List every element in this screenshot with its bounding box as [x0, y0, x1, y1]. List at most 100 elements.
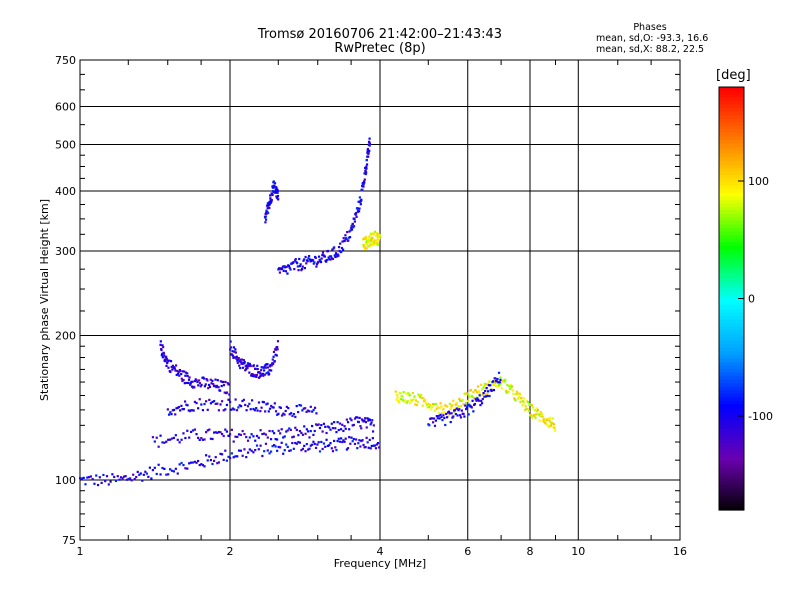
data-point [264, 221, 267, 224]
data-point [273, 402, 276, 405]
data-point [377, 232, 380, 235]
colorbar-segment [719, 506, 744, 511]
colorbar-segment [719, 347, 744, 352]
data-point [229, 400, 232, 403]
data-point [305, 262, 308, 265]
data-point [325, 260, 328, 263]
data-point [228, 393, 231, 396]
data-point [232, 346, 236, 349]
data-point [189, 383, 192, 386]
data-point [306, 260, 309, 263]
data-point [195, 379, 198, 382]
data-point [172, 470, 176, 473]
data-point [343, 239, 346, 242]
colorbar-segment [719, 369, 744, 374]
colorbar-segment [719, 118, 744, 123]
data-point [395, 394, 399, 397]
data-point [358, 439, 361, 442]
data-point [192, 409, 195, 412]
data-point [372, 232, 375, 235]
data-point [256, 364, 259, 367]
data-point [308, 447, 311, 450]
data-point [277, 429, 280, 432]
data-point [279, 432, 282, 435]
data-point [278, 267, 281, 270]
data-point [319, 259, 322, 263]
data-point [157, 463, 160, 466]
data-point [344, 234, 347, 237]
data-point [113, 475, 116, 479]
colorbar-segment [719, 376, 744, 381]
colorbar-segment [719, 435, 744, 441]
data-point [343, 440, 346, 443]
data-point [401, 395, 404, 398]
colorbar-segment [719, 104, 744, 109]
colorbar-segment [719, 242, 744, 247]
data-point [221, 400, 224, 403]
data-point [338, 249, 341, 253]
data-point [206, 379, 209, 382]
data-point [264, 433, 268, 436]
data-point [282, 436, 285, 439]
data-point [437, 411, 440, 414]
data-point [187, 381, 190, 385]
data-point [278, 271, 282, 274]
colorbar-segment [719, 122, 744, 127]
data-point [127, 477, 130, 481]
data-point [353, 220, 357, 223]
data-point [469, 388, 473, 392]
data-point [176, 438, 179, 441]
data-point [317, 255, 321, 258]
data-point [234, 351, 237, 354]
data-point [356, 416, 359, 419]
data-point [190, 430, 193, 434]
data-point [488, 380, 491, 383]
data-point [329, 428, 332, 431]
data-point [269, 450, 273, 453]
data-point [335, 431, 338, 434]
data-point [264, 410, 267, 413]
data-point [270, 198, 273, 202]
data-point [326, 425, 329, 428]
data-point [124, 475, 127, 478]
data-point [479, 403, 482, 407]
data-point [365, 238, 368, 241]
colorbar-segment [719, 284, 744, 289]
data-point [168, 359, 171, 362]
data-point [365, 247, 368, 250]
data-point [453, 409, 457, 412]
data-point [325, 258, 328, 262]
data-point [282, 452, 285, 455]
data-point [256, 409, 259, 412]
data-point [289, 449, 292, 452]
data-point [116, 475, 119, 478]
data-point [203, 385, 207, 388]
data-point [348, 436, 351, 439]
data-point [512, 392, 515, 395]
colorbar-segment [719, 143, 744, 148]
data-point [518, 395, 521, 398]
data-point [339, 242, 342, 245]
data-point [301, 433, 305, 436]
data-point [297, 269, 300, 272]
data-point [320, 424, 323, 427]
y-tick-label: 600 [55, 101, 76, 114]
data-point [543, 419, 547, 422]
data-point [288, 427, 291, 430]
data-point [114, 479, 118, 483]
data-point [197, 459, 200, 463]
data-point [295, 442, 298, 445]
data-point [350, 224, 353, 228]
data-point [82, 476, 85, 479]
data-point [181, 370, 185, 373]
data-point [320, 440, 323, 444]
data-point [274, 410, 278, 413]
data-point [291, 441, 294, 445]
data-point [224, 408, 227, 411]
data-point [373, 238, 376, 241]
data-point [186, 429, 189, 432]
data-point [377, 238, 380, 241]
colorbar-segment [719, 87, 744, 92]
data-point [96, 483, 100, 487]
data-point [198, 382, 202, 385]
